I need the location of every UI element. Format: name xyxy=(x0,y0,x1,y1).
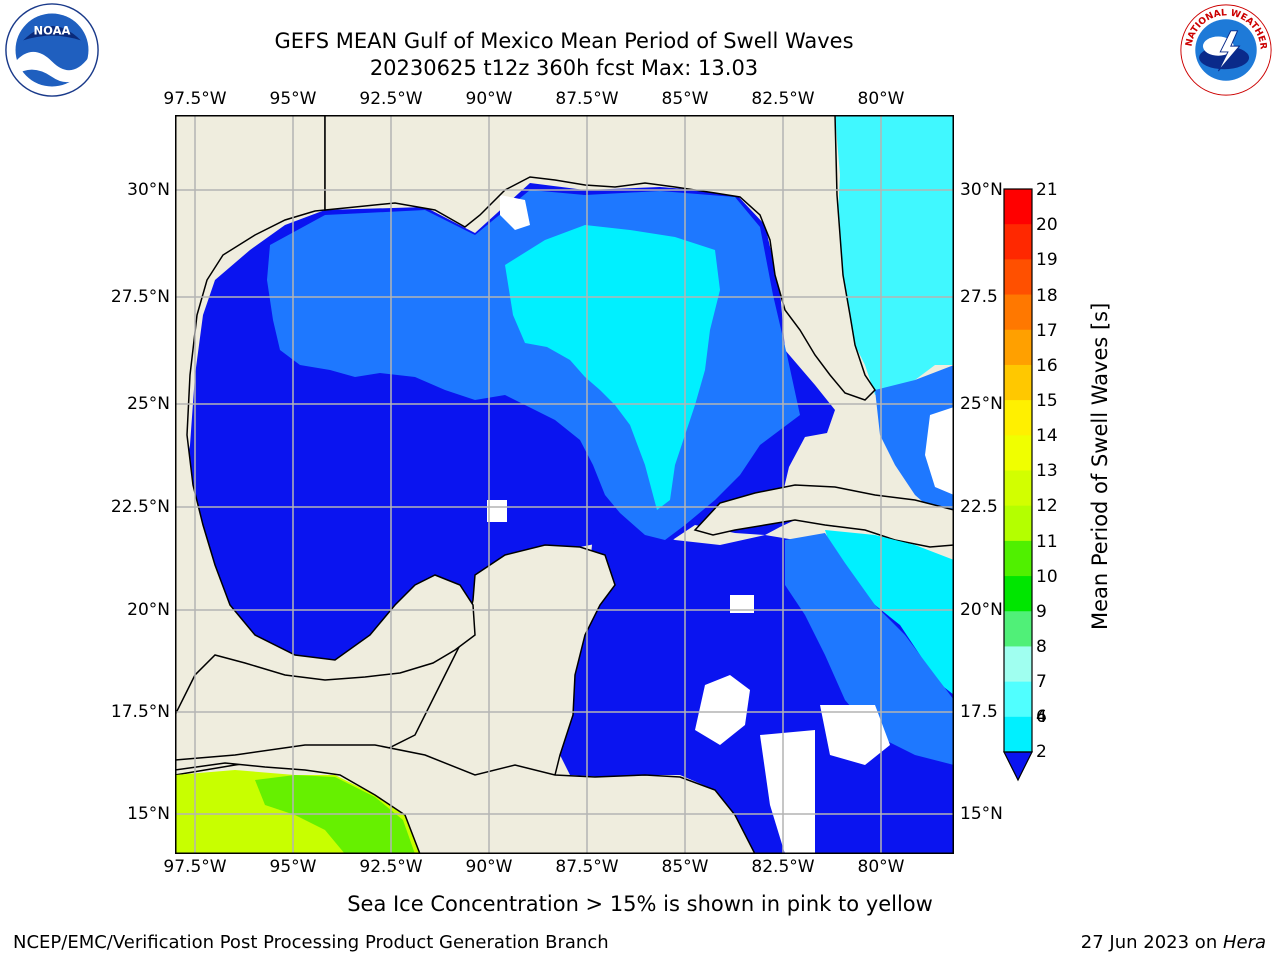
colorbar-tick: 10 xyxy=(1036,567,1058,587)
colorbar-segment xyxy=(1004,435,1032,471)
footer-credit: NCEP/EMC/Verification Post Processing Pr… xyxy=(13,932,609,953)
caribbean-cyan-region xyxy=(825,530,954,695)
sea-ice-caption: Sea Ice Concentration > 15% is shown in … xyxy=(347,892,933,916)
map-title: GEFS MEAN Gulf of Mexico Mean Period of … xyxy=(274,29,854,53)
lon-tick-bottom: 82.5°W xyxy=(751,857,815,877)
lat-tick-left: 27.5°N xyxy=(110,287,170,307)
lat-tick-right: 22.5 xyxy=(960,497,998,517)
colorbar-tick: 4 xyxy=(1036,706,1047,727)
lon-tick-top: 85°W xyxy=(661,89,709,109)
noaa-logo-icon: NOAA xyxy=(5,3,99,97)
lon-tick-bottom: 90°W xyxy=(465,857,513,877)
caribbean-white-patch-2 xyxy=(820,705,890,765)
lat-tick-right: 30°N xyxy=(960,180,1003,200)
grid-lines xyxy=(175,115,954,854)
colorbar-frame xyxy=(1003,188,1033,753)
colorbar-segment xyxy=(1004,470,1032,507)
colorbar-tick: 15 xyxy=(1036,391,1058,411)
map-panel xyxy=(175,115,954,854)
colorbar-segment xyxy=(1004,681,1032,718)
lon-tick-top: 90°W xyxy=(465,89,513,109)
colorbar-segment xyxy=(1004,505,1032,542)
lon-tick-bottom: 97.5°W xyxy=(163,857,227,877)
colorbar-tick: 8 xyxy=(1036,637,1047,657)
footer-timestamp: 27 Jun 2023 on Hera xyxy=(1081,932,1266,953)
lat-tick-left: 25°N xyxy=(127,394,170,414)
map-frame xyxy=(175,115,954,854)
colorbar-segment xyxy=(1004,400,1032,436)
map-subtitle: 20230625 t12z 360h fcst Max: 13.03 xyxy=(369,56,759,80)
lon-tick-bottom: 95°W xyxy=(269,857,317,877)
colorbar-segment xyxy=(1004,540,1032,577)
caribbean-white-patch-4 xyxy=(730,595,754,613)
mexico-land xyxy=(175,115,476,854)
colorbar-tick: 6 xyxy=(1036,707,1047,727)
us-land xyxy=(324,115,876,401)
lon-tick-top: 95°W xyxy=(269,89,317,109)
colorbar-tick: 11 xyxy=(1036,532,1058,552)
colorbar-tick: 17 xyxy=(1036,321,1058,341)
colorbar-label: Mean Period of Swell Waves [s] xyxy=(1088,302,1112,630)
footer-host: Hera xyxy=(1222,932,1266,953)
lat-tick-right: 15°N xyxy=(960,804,1003,824)
colorbar-tick: 7 xyxy=(1036,672,1047,692)
colorbar-segment xyxy=(1004,189,1032,225)
lat-tick-left: 15°N xyxy=(127,804,170,824)
colorbar-segment xyxy=(1004,259,1032,296)
colorbar xyxy=(1003,188,1033,782)
lat-tick-left: 20°N xyxy=(127,600,170,620)
gulf-white-patch xyxy=(487,500,507,522)
lat-tick-left: 22.5°N xyxy=(110,497,170,517)
colorbar-extend-triangle xyxy=(1003,751,1033,782)
lon-tick-top: 92.5°W xyxy=(359,89,423,109)
colorbar-tick: 20 xyxy=(1036,215,1058,235)
bahamas-islands xyxy=(925,407,954,495)
lon-tick-top: 82.5°W xyxy=(751,89,815,109)
noaa-logo-text: NOAA xyxy=(34,24,71,38)
colorbar-tick: 12 xyxy=(1036,496,1058,516)
central-america-land xyxy=(175,744,756,854)
lon-tick-bottom: 87.5°W xyxy=(555,857,619,877)
coastal-white-patch xyxy=(500,195,530,230)
colorbar-segment xyxy=(1004,364,1032,401)
cuba-island xyxy=(693,484,954,548)
lat-tick-right: 27.5 xyxy=(960,287,998,307)
colorbar-segment xyxy=(1004,576,1032,612)
lon-tick-bottom: 80°W xyxy=(857,857,905,877)
caribbean-white-patch-1 xyxy=(695,675,750,745)
lon-tick-top: 97.5°W xyxy=(163,89,227,109)
colorbar-tick: 19 xyxy=(1036,250,1058,270)
caribbean-light-cyan-region xyxy=(785,533,954,765)
lat-tick-right: 20°N xyxy=(960,600,1003,620)
lon-tick-top: 87.5°W xyxy=(555,89,619,109)
lon-tick-top: 80°W xyxy=(857,89,905,109)
atlantic-cyan-region xyxy=(835,115,954,395)
colorbar-segment xyxy=(1004,329,1032,366)
caribbean-white-patch-3 xyxy=(760,730,815,854)
nws-logo-icon: NATIONAL WEATHER SERVICE xyxy=(1178,2,1272,96)
colorbar-tick: 18 xyxy=(1036,286,1058,306)
lon-tick-bottom: 85°W xyxy=(661,857,709,877)
colorbar-tick: 2 xyxy=(1036,742,1047,762)
lat-tick-left: 17.5°N xyxy=(110,702,170,722)
colorbar-segments xyxy=(1004,189,1032,753)
colorbar-tick: 21 xyxy=(1036,180,1058,200)
colorbar-ticks: 21 20 19 18 17 16 15 14 13 12 11 10 9 8 … xyxy=(1036,0,1096,960)
colorbar-tick: 9 xyxy=(1036,602,1047,622)
colorbar-segment xyxy=(1004,611,1032,647)
colorbar-tick: 16 xyxy=(1036,356,1058,376)
lat-tick-left: 30°N xyxy=(127,180,170,200)
lon-tick-bottom: 92.5°W xyxy=(359,857,423,877)
colorbar-tick: 14 xyxy=(1036,426,1058,446)
colorbar-segment xyxy=(1004,716,1032,753)
colorbar-segment xyxy=(1004,646,1032,683)
colorbar-segment xyxy=(1004,294,1032,331)
footer-date: 27 Jun 2023 on xyxy=(1080,932,1223,953)
colorbar-segment xyxy=(1004,224,1032,260)
lat-tick-right: 25°N xyxy=(960,394,1003,414)
lat-tick-right: 17.5 xyxy=(960,702,998,722)
colorbar-tick: 13 xyxy=(1036,461,1058,481)
